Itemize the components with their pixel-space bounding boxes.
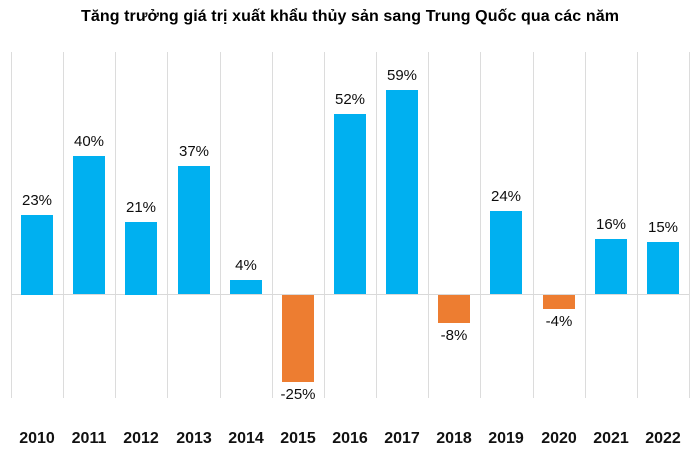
data-label-2010: 23% <box>21 192 53 209</box>
vertical-gridline <box>11 52 12 398</box>
data-label-2017: 59% <box>386 67 418 84</box>
bar-2015 <box>282 295 314 382</box>
data-label-2013: 37% <box>178 143 210 160</box>
x-tick-2011: 2011 <box>71 430 107 447</box>
x-tick-2013: 2013 <box>176 430 212 447</box>
data-label-2020: -4% <box>545 313 573 330</box>
bar-2022 <box>647 242 679 294</box>
x-tick-2016: 2016 <box>332 430 368 447</box>
vertical-gridline <box>220 52 221 398</box>
data-label-2022: 15% <box>647 219 679 236</box>
vertical-gridline <box>585 52 586 398</box>
x-tick-2012: 2012 <box>123 430 159 447</box>
data-label-2018: -8% <box>440 327 468 344</box>
data-label-2021: 16% <box>595 216 627 233</box>
vertical-gridline <box>480 52 481 398</box>
data-label-2011: 40% <box>73 133 105 150</box>
bar-2017 <box>386 90 418 294</box>
x-tick-2021: 2021 <box>593 430 629 447</box>
vertical-gridline <box>115 52 116 398</box>
x-tick-2018: 2018 <box>436 430 472 447</box>
vertical-gridline <box>324 52 325 398</box>
vertical-gridline <box>167 52 168 398</box>
x-tick-2020: 2020 <box>541 430 577 447</box>
x-tick-2019: 2019 <box>488 430 524 447</box>
vertical-gridline <box>428 52 429 398</box>
bar-2020 <box>543 295 575 309</box>
bar-2011 <box>73 156 105 294</box>
bar-2013 <box>178 166 210 294</box>
x-tick-2010: 2010 <box>19 430 55 447</box>
vertical-gridline <box>272 52 273 398</box>
chart-title: Tăng trưởng giá trị xuất khẩu thủy sản s… <box>80 8 620 25</box>
vertical-gridline <box>689 52 690 398</box>
bar-2019 <box>490 211 522 294</box>
bar-2012 <box>125 222 157 295</box>
bar-2014 <box>230 280 262 294</box>
data-label-2019: 24% <box>490 188 522 205</box>
x-tick-2014: 2014 <box>228 430 264 447</box>
x-tick-2022: 2022 <box>645 430 681 447</box>
bar-2010 <box>21 215 53 295</box>
vertical-gridline <box>63 52 64 398</box>
data-label-2016: 52% <box>334 91 366 108</box>
vertical-gridline <box>637 52 638 398</box>
data-label-2015: -25% <box>280 386 316 403</box>
data-label-2014: 4% <box>235 257 257 274</box>
x-tick-2015: 2015 <box>280 430 316 447</box>
x-tick-2017: 2017 <box>384 430 420 447</box>
bar-2016 <box>334 114 366 294</box>
bar-2018 <box>438 295 470 323</box>
zero-axis-line <box>11 294 689 295</box>
vertical-gridline <box>533 52 534 398</box>
vertical-gridline <box>376 52 377 398</box>
data-label-2012: 21% <box>125 199 157 216</box>
plot-area: 23% 40% 21% 37% 4% -25% 52% 59% -8% 24% -4% 16% 15% <box>11 52 690 403</box>
x-axis: 2010 2011 2012 2013 2014 2015 2016 2017 2018 2019… <box>11 430 689 454</box>
bar-2021 <box>595 239 627 294</box>
